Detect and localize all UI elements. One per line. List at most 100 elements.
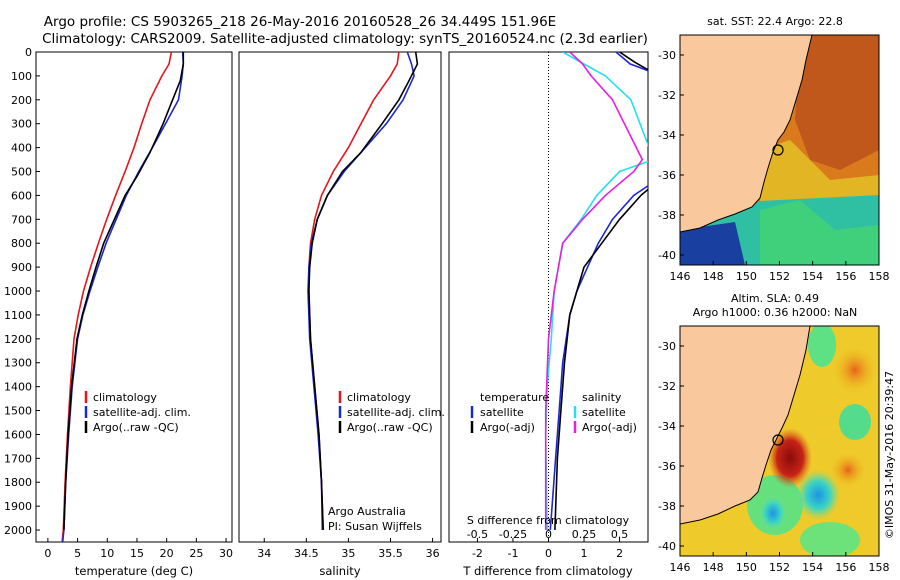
sla-orange-eddy [833,346,877,394]
y-tick-label: 400 [11,142,32,155]
series-temperature-satellite [549,52,648,531]
credit-argo-australia: Argo Australia [328,505,406,518]
sla-blue-eddy [796,470,840,520]
sst-coldest-water [680,222,745,265]
map-lat-label: -40 [658,540,676,553]
map-lon-label: 150 [736,270,757,283]
map-lon-label: 146 [670,561,691,574]
x-tick-label: -2 [472,547,483,560]
s-difference-tick-label: -0.5 [467,528,488,541]
difference-legend: temperature salinity satellite Argo(-adj… [467,391,637,527]
y-tick-label: 700 [11,213,32,226]
argo-location-marker [772,144,784,156]
temperature-legend: climatology satellite-adj. clim. Argo(..… [84,391,191,434]
legend-s-satellite-label: satellite [582,406,626,419]
y-tick-label: 0 [25,46,32,59]
y-tick-label: 2000 [4,524,32,537]
t-difference-x-label: T difference from climatology [462,564,633,578]
map-lon-label: 156 [835,270,856,283]
sla-red-eddy [768,428,812,488]
temperature-x-label: temperature (deg C) [75,564,193,578]
salinity-axes [238,51,442,543]
sla-map-title-1: Altim. SLA: 0.49 [731,292,819,305]
sst-land [680,35,813,233]
y-tick-label: 300 [11,118,32,131]
legend-t-satellite-label: satellite [480,406,524,419]
x-tick-label: 2 [616,547,623,560]
legend-argo-label: Argo(..raw -QC) [347,421,433,434]
map-lon-label: 150 [736,561,757,574]
x-tick-label: -1 [507,547,518,560]
legend-argo-label: Argo(..raw -QC) [93,421,179,434]
s-difference-tick-label: 0.5 [611,528,629,541]
s-difference-tick-label: -0.25 [499,528,527,541]
legend-temperature-title: temperature [480,391,549,404]
x-tick-label: 1 [581,547,588,560]
map-lon-label: 148 [703,270,724,283]
map-lon-label: 158 [869,561,890,574]
map-lat-label: -38 [658,209,676,222]
y-tick-label: 500 [11,166,32,179]
x-tick-label: 15 [130,547,144,560]
sla-map-title-2: Argo h1000: 0.36 h2000: NaN [693,306,858,319]
x-tick-label: 30 [219,547,233,560]
map-lon-label: 154 [802,561,823,574]
sla-land [680,326,811,525]
sla-orange-eddy [830,452,866,488]
map-lat-label: -30 [658,340,676,353]
map-lat-label: -38 [658,500,676,513]
x-tick-label: 35.5 [378,547,403,560]
map-lon-label: 152 [769,561,790,574]
legend-salinity-title: salinity [582,391,622,404]
difference-axes [448,51,649,543]
map-lat-label: -34 [658,420,676,433]
y-tick-label: 1900 [4,500,32,513]
map-lon-label: 152 [769,270,790,283]
y-tick-label: 200 [11,94,32,107]
series-argo-raw-qc- [308,52,419,531]
sst-mid-band [760,140,879,215]
x-tick-label: 0 [545,547,552,560]
axis-ticks: 0 5 10 15 20 25 300100200300400500600700800900… [4,46,628,560]
legend-s-argo-label: Argo(-adj) [582,421,637,434]
x-tick-label: 5 [74,547,81,560]
y-tick-label: 1800 [4,476,32,489]
y-tick-label: 1400 [4,381,32,394]
map-ticks: 146 148 150 152 154 156 158 -30 -32 -34 -36 -38 -40 1… [658,49,889,574]
series-argo-raw-qc- [63,52,185,531]
map-lon-label: 156 [835,561,856,574]
map-lat-label: -30 [658,49,676,62]
salinity-legend: climatology satellite-adj. clim. Argo(..… [328,391,445,533]
title-line-2: Climatology: CARS2009. Satellite-adjuste… [42,31,648,47]
series-temperature-argo-adj- [554,52,648,531]
map-lat-label: -40 [658,249,676,262]
map-lon-label: 146 [670,270,691,283]
legend-satellite-label: satellite-adj. clim. [347,406,445,419]
legend-climatology-label: climatology [347,391,411,404]
sst-map-title: sat. SST: 22.4 Argo: 22.8 [707,15,843,28]
y-tick-label: 900 [11,261,32,274]
sst-cool-patches [760,200,879,265]
imos-timestamp: ©IMOS 31-May-2016 20:39:47 [883,371,896,539]
legend-t-argo-label: Argo(-adj) [480,421,535,434]
x-tick-label: 36 [426,547,440,560]
legend-satellite-label: satellite-adj. clim. [93,406,191,419]
y-tick-label: 1000 [4,285,32,298]
series-salinity-satellite [544,52,648,531]
s-difference-tick-label: 0.25 [572,528,597,541]
sst-map [680,35,879,265]
x-tick-label: 34 [257,547,271,560]
x-tick-label: 35 [341,547,355,560]
map-lat-label: -36 [658,460,676,473]
map-lat-label: -36 [658,169,676,182]
y-tick-label: 1700 [4,452,32,465]
credit-pi: PI: Susan Wijffels [328,520,422,533]
y-tick-label: 1100 [4,309,32,322]
s-difference-tick-label: 0 [545,528,552,541]
legend-climatology-label: climatology [93,391,157,404]
sla-blue-eddy [759,495,787,531]
x-tick-label: 25 [189,547,203,560]
y-tick-label: 800 [11,237,32,250]
map-lon-label: 154 [802,270,823,283]
